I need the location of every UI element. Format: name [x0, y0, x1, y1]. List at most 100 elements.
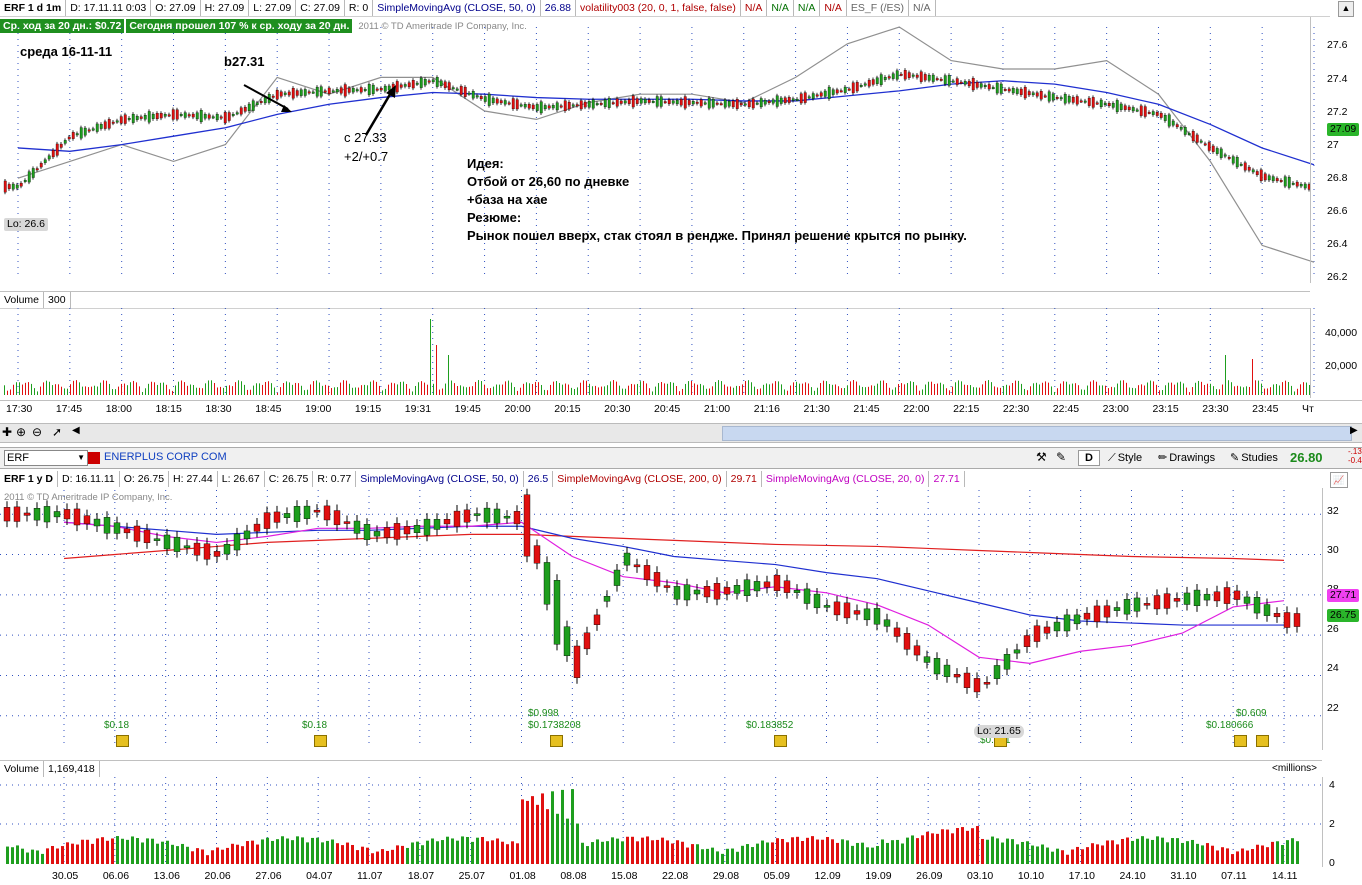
bottom-price-pane[interactable]	[0, 488, 1362, 750]
zoom-cross-icon[interactable]: ✚	[2, 425, 13, 439]
sma20-line	[63, 521, 1285, 664]
top-candle	[779, 97, 783, 104]
bottom-volume-pane[interactable]	[0, 777, 1362, 867]
top-volume-bar	[1309, 384, 1310, 395]
settings-icon[interactable]: ✎	[1056, 450, 1067, 464]
sma20-label[interactable]: SimpleMovingAvg (CLOSE, 20, 0)	[762, 471, 930, 487]
top-time-label: 23:15	[1152, 403, 1179, 415]
scroll-up-icon[interactable]: ▲	[1338, 1, 1354, 17]
top-candle	[855, 82, 859, 92]
top-volume-bar	[598, 387, 599, 395]
symbol-selector[interactable]: ERF ▼	[4, 450, 88, 466]
bottom-volume-bar	[826, 836, 829, 864]
top-time-label: 21:00	[703, 403, 731, 415]
top-volume-bar	[1219, 389, 1220, 395]
top-time-label: 22:30	[1002, 403, 1030, 415]
top-volume-bar	[421, 381, 422, 395]
volatility-label[interactable]: volatility003 (20, 0, 1, false, false)	[576, 0, 741, 16]
top-candle	[1095, 102, 1099, 105]
zoom-out-icon[interactable]: ⊖	[32, 425, 43, 439]
bottom-symbol[interactable]: ERF 1 y D	[0, 471, 59, 487]
zoom-in-icon[interactable]: ⊕	[16, 425, 27, 439]
es-label[interactable]: ES_F (/ES)	[847, 0, 910, 16]
bottom-volume-label[interactable]: Volume	[0, 761, 45, 777]
top-volume-bar	[442, 388, 443, 395]
d-button[interactable]: D	[1078, 450, 1100, 466]
bottom-volume-bar	[511, 841, 514, 864]
sma200-line	[63, 533, 1285, 561]
dividend-icon[interactable]	[116, 735, 129, 747]
top-candle	[1195, 134, 1199, 143]
studies-button[interactable]: ✎ Studies	[1230, 450, 1278, 466]
sma200-label[interactable]: SimpleMovingAvg (CLOSE, 200, 0)	[553, 471, 727, 487]
bottom-volume-bar	[441, 840, 444, 864]
top-price-axis: 27.6 27.4 27.2 27 26.8 26.6 26.4 26.2 27…	[1310, 17, 1362, 283]
top-candle	[439, 80, 443, 87]
chevron-down-icon[interactable]: ▼	[77, 453, 85, 462]
top-volume-bar	[952, 386, 953, 395]
bottom-candle	[443, 519, 451, 525]
top-volume-bar	[985, 380, 986, 395]
top-candle	[603, 99, 607, 108]
chart-type-icon[interactable]: 📈	[1330, 472, 1348, 488]
idea-line-2: Отбой от 26,60 по дневке	[467, 174, 630, 189]
company-link[interactable]: ENERPLUS CORP COM	[104, 451, 227, 463]
top-volume-label[interactable]: Volume	[0, 292, 45, 308]
top-volume-bar	[562, 384, 563, 395]
dividend-icon[interactable]	[314, 735, 327, 747]
style-button[interactable]: ⟋ Style	[1108, 450, 1142, 466]
top-volume-bar	[1033, 383, 1034, 395]
bottom-volume-bar	[116, 836, 119, 864]
top-candle	[575, 104, 579, 107]
dividend-icon[interactable]	[1234, 735, 1247, 747]
drawings-button[interactable]: ✏ Drawings	[1158, 450, 1215, 466]
top-volume-bar	[697, 384, 698, 395]
top-volume-bar	[1291, 385, 1292, 395]
top-candle	[3, 180, 7, 193]
top-candle	[631, 95, 635, 108]
bottom-volume-bar	[866, 847, 869, 864]
bottom-volume-bar	[471, 841, 474, 864]
top-volume-pane[interactable]	[0, 308, 1362, 398]
top-volume-bar	[1084, 389, 1085, 395]
cursor-icon[interactable]: ➚	[52, 425, 63, 439]
top-candle	[487, 93, 491, 106]
dividend-icon[interactable]	[1256, 735, 1269, 747]
top-symbol[interactable]: ERF 1 d 1m	[0, 0, 67, 16]
sma50-value: 26.5	[524, 471, 554, 487]
bottom-candle	[313, 509, 321, 513]
top-volume-bar	[448, 355, 449, 395]
bottom-volume-bar	[781, 838, 784, 864]
top-candle	[307, 91, 311, 94]
wrench-icon[interactable]: ⚒	[1036, 450, 1047, 464]
bottom-volume-bar	[361, 846, 364, 864]
top-candle	[271, 95, 275, 98]
bottom-volume-bar	[841, 839, 844, 864]
top-candle	[1067, 96, 1071, 103]
top-candle	[787, 97, 791, 103]
bottom-volume-bar	[71, 843, 74, 864]
bottom-volume-bar	[451, 838, 454, 864]
change-1: -.13	[1348, 447, 1362, 456]
sma50-label[interactable]: SimpleMovingAvg (CLOSE, 50, 0)	[356, 471, 524, 487]
bottom-time-label: 08.08	[560, 870, 587, 882]
top-volume-bar	[310, 384, 311, 395]
bottom-vol-axis-label: 4	[1329, 779, 1335, 791]
top-sma-label[interactable]: SimpleMovingAvg (CLOSE, 50, 0)	[373, 0, 541, 16]
top-volume-bar	[490, 388, 491, 395]
scroll-thumb[interactable]	[722, 426, 1352, 441]
scroll-left-icon[interactable]: ◀	[72, 425, 80, 436]
bottom-candle	[113, 522, 121, 534]
idea-line-3: +база на хае	[467, 192, 548, 207]
scroll-right-icon[interactable]: ▶	[1350, 425, 1358, 436]
red-flag-icon[interactable]	[88, 452, 100, 464]
top-candle	[739, 103, 743, 106]
top-price-pane[interactable]	[0, 17, 1362, 283]
top-volume-bar	[727, 386, 728, 395]
top-candle	[47, 155, 51, 160]
bottom-candle	[1083, 612, 1091, 620]
dividend-icon[interactable]	[550, 735, 563, 747]
top-candle	[767, 100, 771, 104]
top-date: D: 17.11.11 0:03	[66, 0, 152, 16]
dividend-icon[interactable]	[774, 735, 787, 747]
